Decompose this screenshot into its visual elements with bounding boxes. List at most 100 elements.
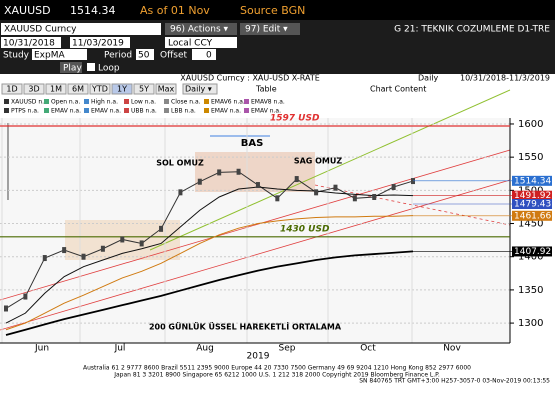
price-tag-label: 1514.34 xyxy=(514,176,551,186)
period-label: 1M xyxy=(50,85,62,94)
y-tick-label: 1550 xyxy=(518,152,543,163)
play: Play xyxy=(63,64,82,74)
candle xyxy=(314,189,319,196)
annotation: SAG OMUZ xyxy=(294,157,343,166)
x-tick-label: Nov xyxy=(443,344,461,354)
currency-field[interactable] xyxy=(165,37,237,48)
candle xyxy=(333,184,338,191)
x-tick-label: Jun xyxy=(34,344,49,354)
period-label: Max xyxy=(158,85,175,94)
candle xyxy=(159,225,164,232)
period-button[interactable] xyxy=(155,83,177,95)
y-tick-label: 1600 xyxy=(518,119,543,130)
footer-line: Australia 61 2 9777 8600 Brazil 5511 239… xyxy=(83,365,471,372)
period: 50 xyxy=(138,51,150,61)
series-line xyxy=(5,186,414,324)
price-tag-label: 1479.43 xyxy=(514,199,551,209)
currency: Local CCY xyxy=(168,39,213,49)
y-tick-label: 1450 xyxy=(518,219,543,230)
candle xyxy=(236,168,241,175)
level-label: 1430 USD xyxy=(280,224,330,234)
loop-checkbox[interactable] xyxy=(87,63,95,71)
price: 1514.34 xyxy=(70,4,116,17)
period-label: YTD xyxy=(91,85,108,94)
legend-entry: EMAV n.a. xyxy=(251,108,281,115)
footer xyxy=(0,362,555,400)
security-box[interactable] xyxy=(1,23,161,35)
legend-entry: UBB n.a. xyxy=(131,108,157,115)
price-tag xyxy=(512,175,552,186)
end-field[interactable] xyxy=(70,37,130,48)
price-tag-label: 1491.92 xyxy=(514,191,551,201)
play-button[interactable] xyxy=(60,62,82,73)
legend-entry: Open n.a. xyxy=(51,99,80,106)
study-name: ExpMA xyxy=(34,51,65,61)
legend-entry: EMAV n.a. xyxy=(91,108,121,115)
period-button[interactable] xyxy=(67,83,89,95)
legend-entry: EMAV6 n.a. xyxy=(211,99,245,106)
chart-content-button[interactable]: Chart Content xyxy=(370,85,426,94)
candle xyxy=(81,253,86,260)
price-tag xyxy=(512,210,552,221)
period-button[interactable] xyxy=(89,83,111,95)
period-label: 6M xyxy=(72,85,84,94)
x-tick-label: Sep xyxy=(279,344,296,354)
period-button[interactable] xyxy=(133,83,155,95)
annotation: SOL OMUZ xyxy=(156,159,204,168)
price-tag-label: 1407.92 xyxy=(514,247,551,257)
period-button[interactable] xyxy=(1,83,23,95)
legend-swatch xyxy=(164,99,169,104)
period-button[interactable] xyxy=(23,83,45,95)
legend-swatch xyxy=(244,108,249,113)
candle xyxy=(120,236,125,243)
candle xyxy=(197,178,202,185)
offset: 0 xyxy=(206,51,212,61)
study-field[interactable] xyxy=(32,49,87,60)
loop: Loop xyxy=(98,64,120,74)
start-date: 10/31/2018 xyxy=(3,39,55,49)
page-title: G 21: TEKNIK COZUMLEME D1-TRE xyxy=(394,25,550,35)
legend-swatch xyxy=(124,99,129,104)
series-line xyxy=(5,171,414,309)
period-button[interactable] xyxy=(111,83,133,95)
legend-entry: EMAV n.a. xyxy=(51,108,81,115)
period-button[interactable] xyxy=(45,83,67,95)
series-line xyxy=(5,250,414,336)
x-tick-label: Oct xyxy=(360,344,376,354)
edit-button[interactable] xyxy=(240,23,300,35)
legend-swatch xyxy=(4,99,9,104)
ticker: XAUUSD xyxy=(4,4,51,17)
legend-entry: EMAV8 n.a. xyxy=(251,99,285,106)
legend-entry: PTPS n.a. xyxy=(11,108,39,115)
candle xyxy=(23,293,28,300)
series-line xyxy=(5,215,414,331)
table-button[interactable]: Table xyxy=(255,85,277,94)
annotation: 200 GÜNLÜK ÜSSEL HAREKETLİ ORTALAMA xyxy=(149,322,342,332)
price-tag xyxy=(512,198,552,209)
candle xyxy=(62,247,67,254)
legend-swatch xyxy=(44,99,49,104)
source: Source BGN xyxy=(240,4,305,17)
y-tick-label: 1400 xyxy=(518,252,543,263)
end-date: 11/03/2019 xyxy=(72,39,124,49)
frequency-select[interactable] xyxy=(182,83,218,95)
legend-entry: High n.a. xyxy=(91,99,118,106)
offset-field[interactable] xyxy=(192,49,216,60)
legend-swatch xyxy=(84,99,89,104)
period-label: 1D xyxy=(6,85,17,94)
legend-swatch xyxy=(164,108,169,113)
candle xyxy=(42,255,47,262)
annotation: BAS xyxy=(241,138,264,149)
trend-channel xyxy=(0,179,511,331)
candle xyxy=(139,240,144,247)
candle xyxy=(372,193,377,200)
description: XAUUSD Curncy : XAU-USD X-RATE xyxy=(180,74,320,83)
trend-channel xyxy=(0,149,511,301)
legend-swatch xyxy=(204,99,209,104)
period-field[interactable] xyxy=(136,49,154,60)
actions-button[interactable] xyxy=(165,23,237,35)
start-field[interactable] xyxy=(1,37,61,48)
actions: 96) Actions ▾ xyxy=(170,25,229,35)
span: 10/31/2018-11/3/2019 xyxy=(460,74,550,83)
